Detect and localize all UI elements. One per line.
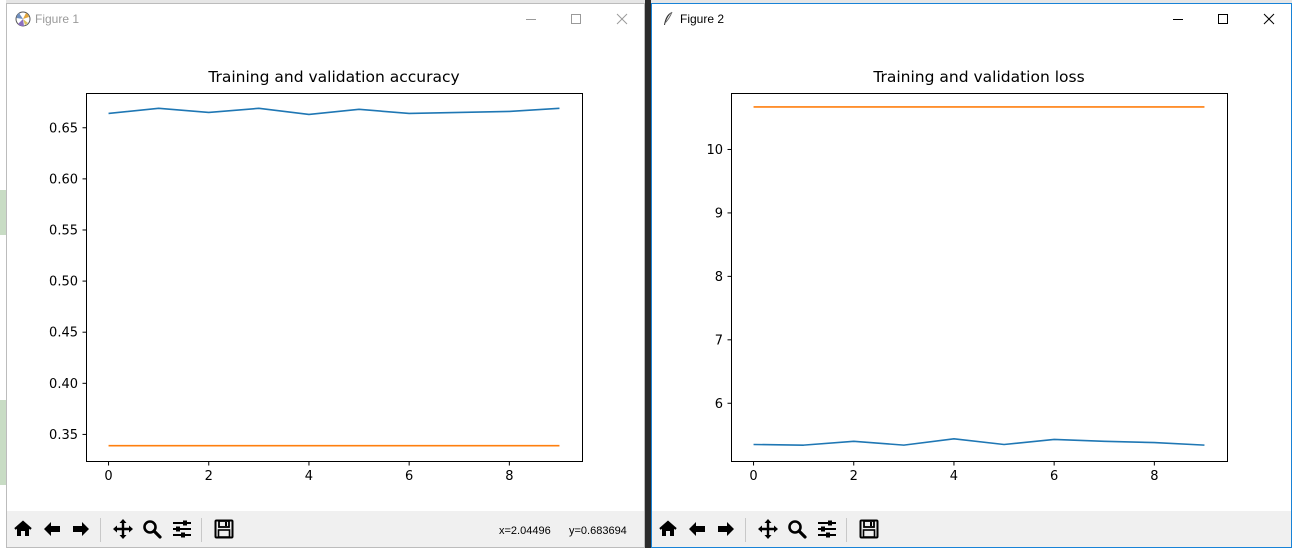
y-tick-label: 0.35 [49,428,78,443]
x-tick-label: 4 [305,469,313,484]
back-button[interactable] [38,516,66,542]
y-tick-label: 0.40 [49,377,78,392]
maximize-button[interactable] [553,4,599,34]
x-tick-label: 4 [950,469,958,484]
background-window-right [1292,0,1298,554]
close-icon [616,13,628,25]
background-console [645,0,651,554]
minimize-icon [1173,19,1183,20]
chart-title: Training and validation loss [872,68,1084,86]
close-button[interactable] [599,4,645,34]
minimize-button[interactable] [1155,4,1201,34]
home-button[interactable] [654,516,682,542]
toolbar-separator [846,518,847,542]
forward-button[interactable] [67,516,95,542]
back-arrow-icon [44,522,60,536]
navigation-toolbar [652,511,1291,547]
window-title: Figure 2 [680,12,725,26]
minimize-button[interactable] [508,4,554,34]
close-button[interactable] [1246,4,1292,34]
loss-plot[interactable]: Training and validation loss 0 2 4 6 8 6 7 8 9 10 [652,34,1291,512]
toolbar-separator [100,518,101,542]
home-icon [14,520,32,536]
toolbar-separator [745,518,746,542]
maximize-icon [571,14,581,24]
home-icon [659,520,677,536]
feather-icon [664,11,673,25]
x-tick-label: 2 [850,469,858,484]
matplotlib-logo-icon [15,11,31,27]
x-tick-label: 0 [104,469,112,484]
forward-button[interactable] [712,516,740,542]
y-tick-label: 0.50 [49,275,78,290]
y-tick-label: 9 [715,206,723,221]
series-line-1 [108,107,560,116]
save-icon [859,519,879,539]
background-window-left [0,0,6,554]
chart-title: Training and validation accuracy [207,68,459,86]
x-tick-label: 8 [505,469,513,484]
y-tick-label: 10 [706,143,723,158]
y-tick-label: 6 [715,397,723,412]
x-tick-label: 2 [205,469,213,484]
y-tick-label: 7 [715,333,723,348]
window-title: Figure 1 [35,12,80,26]
pan-icon [758,519,778,539]
axes-frame [731,93,1228,462]
x-tick-label: 0 [749,469,757,484]
zoom-icon [143,520,162,539]
configure-subplots-icon [173,520,191,538]
pan-icon [113,519,133,539]
zoom-button[interactable] [138,516,166,542]
y-tick-label: 0.55 [49,223,78,238]
toolbar-separator [201,518,202,542]
cursor-x-readout: x=2.04496 [499,525,551,537]
maximize-button[interactable] [1200,4,1246,34]
configure-subplots-icon [818,520,836,538]
home-button[interactable] [9,516,37,542]
close-icon [1263,13,1275,25]
maximize-icon [1218,14,1228,24]
figure-2-window[interactable]: Figure 2 Training and validation loss 0 2 4… [651,3,1292,548]
save-icon [214,519,234,539]
y-tick-label: 0.45 [49,326,78,341]
x-tick-label: 6 [1050,469,1058,484]
forward-arrow-icon [73,522,89,536]
title-bar[interactable]: Figure 1 [7,4,644,34]
x-tick-label: 6 [405,469,413,484]
back-arrow-icon [689,522,705,536]
back-button[interactable] [683,516,711,542]
save-button[interactable] [855,516,883,542]
configure-subplots-button[interactable] [813,516,841,542]
x-tick-label: 8 [1150,469,1158,484]
zoom-button[interactable] [783,516,811,542]
y-tick-label: 0.60 [49,172,78,187]
pan-button[interactable] [754,516,782,542]
axes-frame [86,93,583,462]
zoom-icon [788,520,807,539]
accuracy-plot[interactable]: Training and validation accuracy 0 2 4 6 8 0.3… [7,34,644,512]
save-button[interactable] [210,516,238,542]
title-bar[interactable]: Figure 2 [652,4,1291,34]
y-tick-label: 8 [715,270,723,285]
y-tick-label: 0.65 [49,121,78,136]
cursor-y-readout: y=0.683694 [569,525,627,537]
series-line-1 [753,437,1205,446]
navigation-toolbar: x=2.04496 y=0.683694 [7,511,644,547]
forward-arrow-icon [718,522,734,536]
configure-subplots-button[interactable] [168,516,196,542]
minimize-icon [526,19,536,20]
background-strip-bottom [0,548,1298,554]
figure-1-window[interactable]: Figure 1 Training and validation accurac… [6,3,645,548]
pan-button[interactable] [109,516,137,542]
